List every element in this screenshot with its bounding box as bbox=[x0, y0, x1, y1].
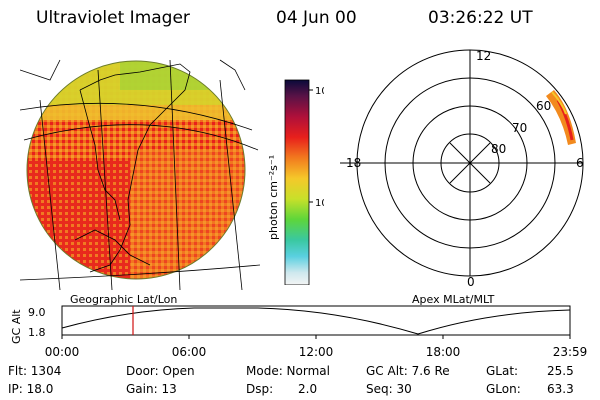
gc-altitude: GC Alt: 7.6 Re bbox=[366, 364, 450, 378]
x-tick-1800: 18:00 bbox=[426, 345, 461, 359]
altitude-x-ticks bbox=[61, 335, 571, 339]
glon-label: GLon: bbox=[486, 382, 521, 396]
x-tick-0000: 00:00 bbox=[45, 345, 80, 359]
altitude-tick-1-8: 1.8 bbox=[28, 326, 46, 339]
polar-axes bbox=[340, 50, 583, 276]
colorbar: 1000 100 photon cm⁻²s⁻¹ bbox=[267, 79, 324, 285]
colorbar-unit-label: photon cm⁻²s⁻¹ bbox=[267, 155, 280, 240]
x-tick-1200: 12:00 bbox=[299, 345, 334, 359]
date-label: 04 Jun 00 bbox=[276, 8, 357, 28]
glat-value: 25.5 bbox=[547, 364, 574, 378]
altitude-curve bbox=[61, 307, 571, 335]
gain-value: Gain: 13 bbox=[126, 382, 177, 396]
x-tick-2359: 23:59 bbox=[553, 345, 588, 359]
mlat-label-60: 60 bbox=[536, 99, 551, 113]
mlat-label-70: 70 bbox=[512, 121, 527, 135]
glat-label: GLat: bbox=[486, 364, 519, 378]
glon-value: 63.3 bbox=[547, 382, 574, 396]
altitude-axis-label: GC Alt bbox=[10, 309, 23, 344]
colorbar-tick-100: 100 bbox=[315, 198, 324, 209]
colorbar-tick-1000: 1000 bbox=[315, 86, 324, 97]
altitude-plot-frame bbox=[61, 305, 571, 336]
mlt-label-18: 18 bbox=[346, 156, 361, 170]
instrument-title: Ultraviolet Imager bbox=[36, 8, 190, 28]
time-label: 03:26:22 UT bbox=[428, 8, 533, 28]
polar-mlat-mlt-panel: 12 18 6 0 60 70 80 bbox=[340, 49, 584, 288]
dsp-label: Dsp: bbox=[246, 382, 274, 396]
sequence-number: Seq: 30 bbox=[366, 382, 412, 396]
altitude-strip-plot: GC Alt 9.0 1.8 00:00 06:00 12:00 18:00 2… bbox=[10, 305, 588, 359]
graticule-lines bbox=[20, 59, 260, 290]
polar-aurora-arc bbox=[546, 90, 576, 145]
geographic-image-panel bbox=[20, 59, 260, 290]
mlt-label-12: 12 bbox=[476, 49, 491, 63]
door-status: Door: Open bbox=[126, 364, 195, 378]
ip-value: IP: 18.0 bbox=[8, 382, 54, 396]
flight-number: Flt: 1304 bbox=[8, 364, 62, 378]
altitude-tick-9: 9.0 bbox=[28, 306, 46, 319]
x-tick-0600: 06:00 bbox=[172, 345, 207, 359]
apex-panel-label: Apex MLat/MLT bbox=[412, 293, 495, 306]
mode-value: Mode: Normal bbox=[246, 364, 330, 378]
mlat-label-80: 80 bbox=[491, 142, 506, 156]
coastlines bbox=[20, 59, 246, 273]
dsp-value: 2.0 bbox=[298, 382, 318, 396]
mlt-label-0: 0 bbox=[467, 275, 475, 288]
geographic-panel-label: Geographic Lat/Lon bbox=[70, 293, 178, 306]
mlt-label-6: 6 bbox=[576, 156, 584, 170]
